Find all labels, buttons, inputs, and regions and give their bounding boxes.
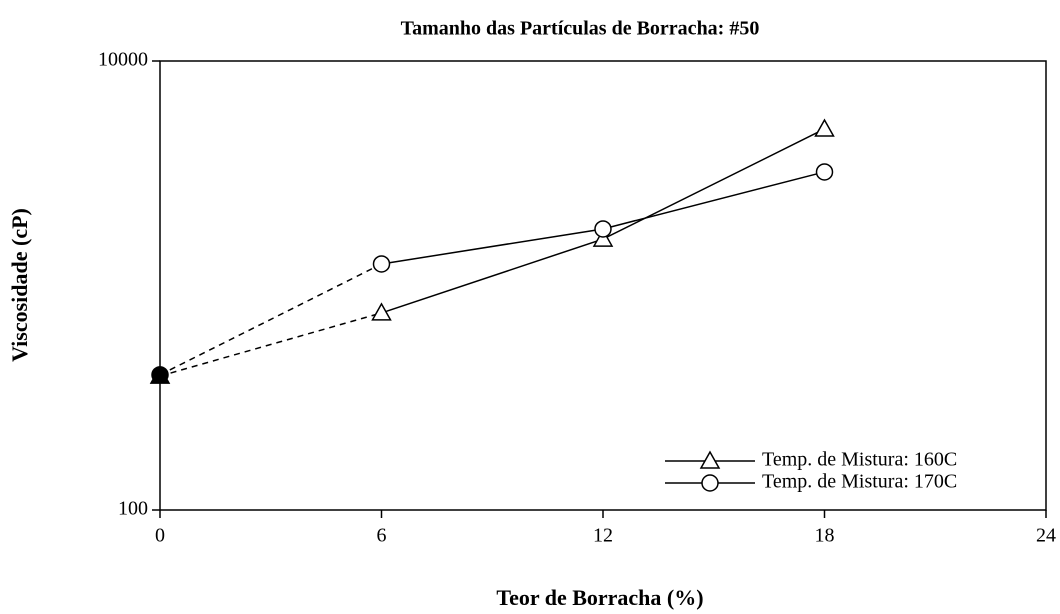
chart-title: Tamanho das Partículas de Borracha: #50	[401, 18, 760, 40]
line	[381, 171, 825, 265]
point	[594, 220, 612, 238]
point	[815, 163, 834, 181]
x-tick-label: 18	[815, 525, 835, 547]
y-axis-label: Viscosidade (cP)	[7, 208, 32, 362]
y-tick-label: 100	[118, 498, 148, 520]
x-tick-label: 12	[593, 525, 613, 547]
dashed-line	[159, 312, 382, 377]
x-tick-label: 6	[377, 525, 387, 547]
point	[371, 302, 392, 321]
point	[814, 118, 835, 137]
x-tick-label: 0	[155, 525, 165, 547]
point	[372, 255, 391, 273]
point	[151, 366, 169, 384]
legend-marker	[699, 450, 721, 469]
legend-label: Temp. de Mistura: 170C	[762, 471, 957, 493]
x-axis-label: Teor de Borracha (%)	[496, 585, 703, 610]
plot-frame	[159, 60, 1047, 511]
dashed-line	[159, 263, 382, 376]
point	[592, 228, 614, 247]
legend-marker	[701, 474, 719, 492]
x-tick-label: 24	[1036, 525, 1056, 547]
y-tick-label: 10000	[98, 49, 148, 71]
legend-label: Temp. de Mistura: 160C	[762, 449, 957, 471]
